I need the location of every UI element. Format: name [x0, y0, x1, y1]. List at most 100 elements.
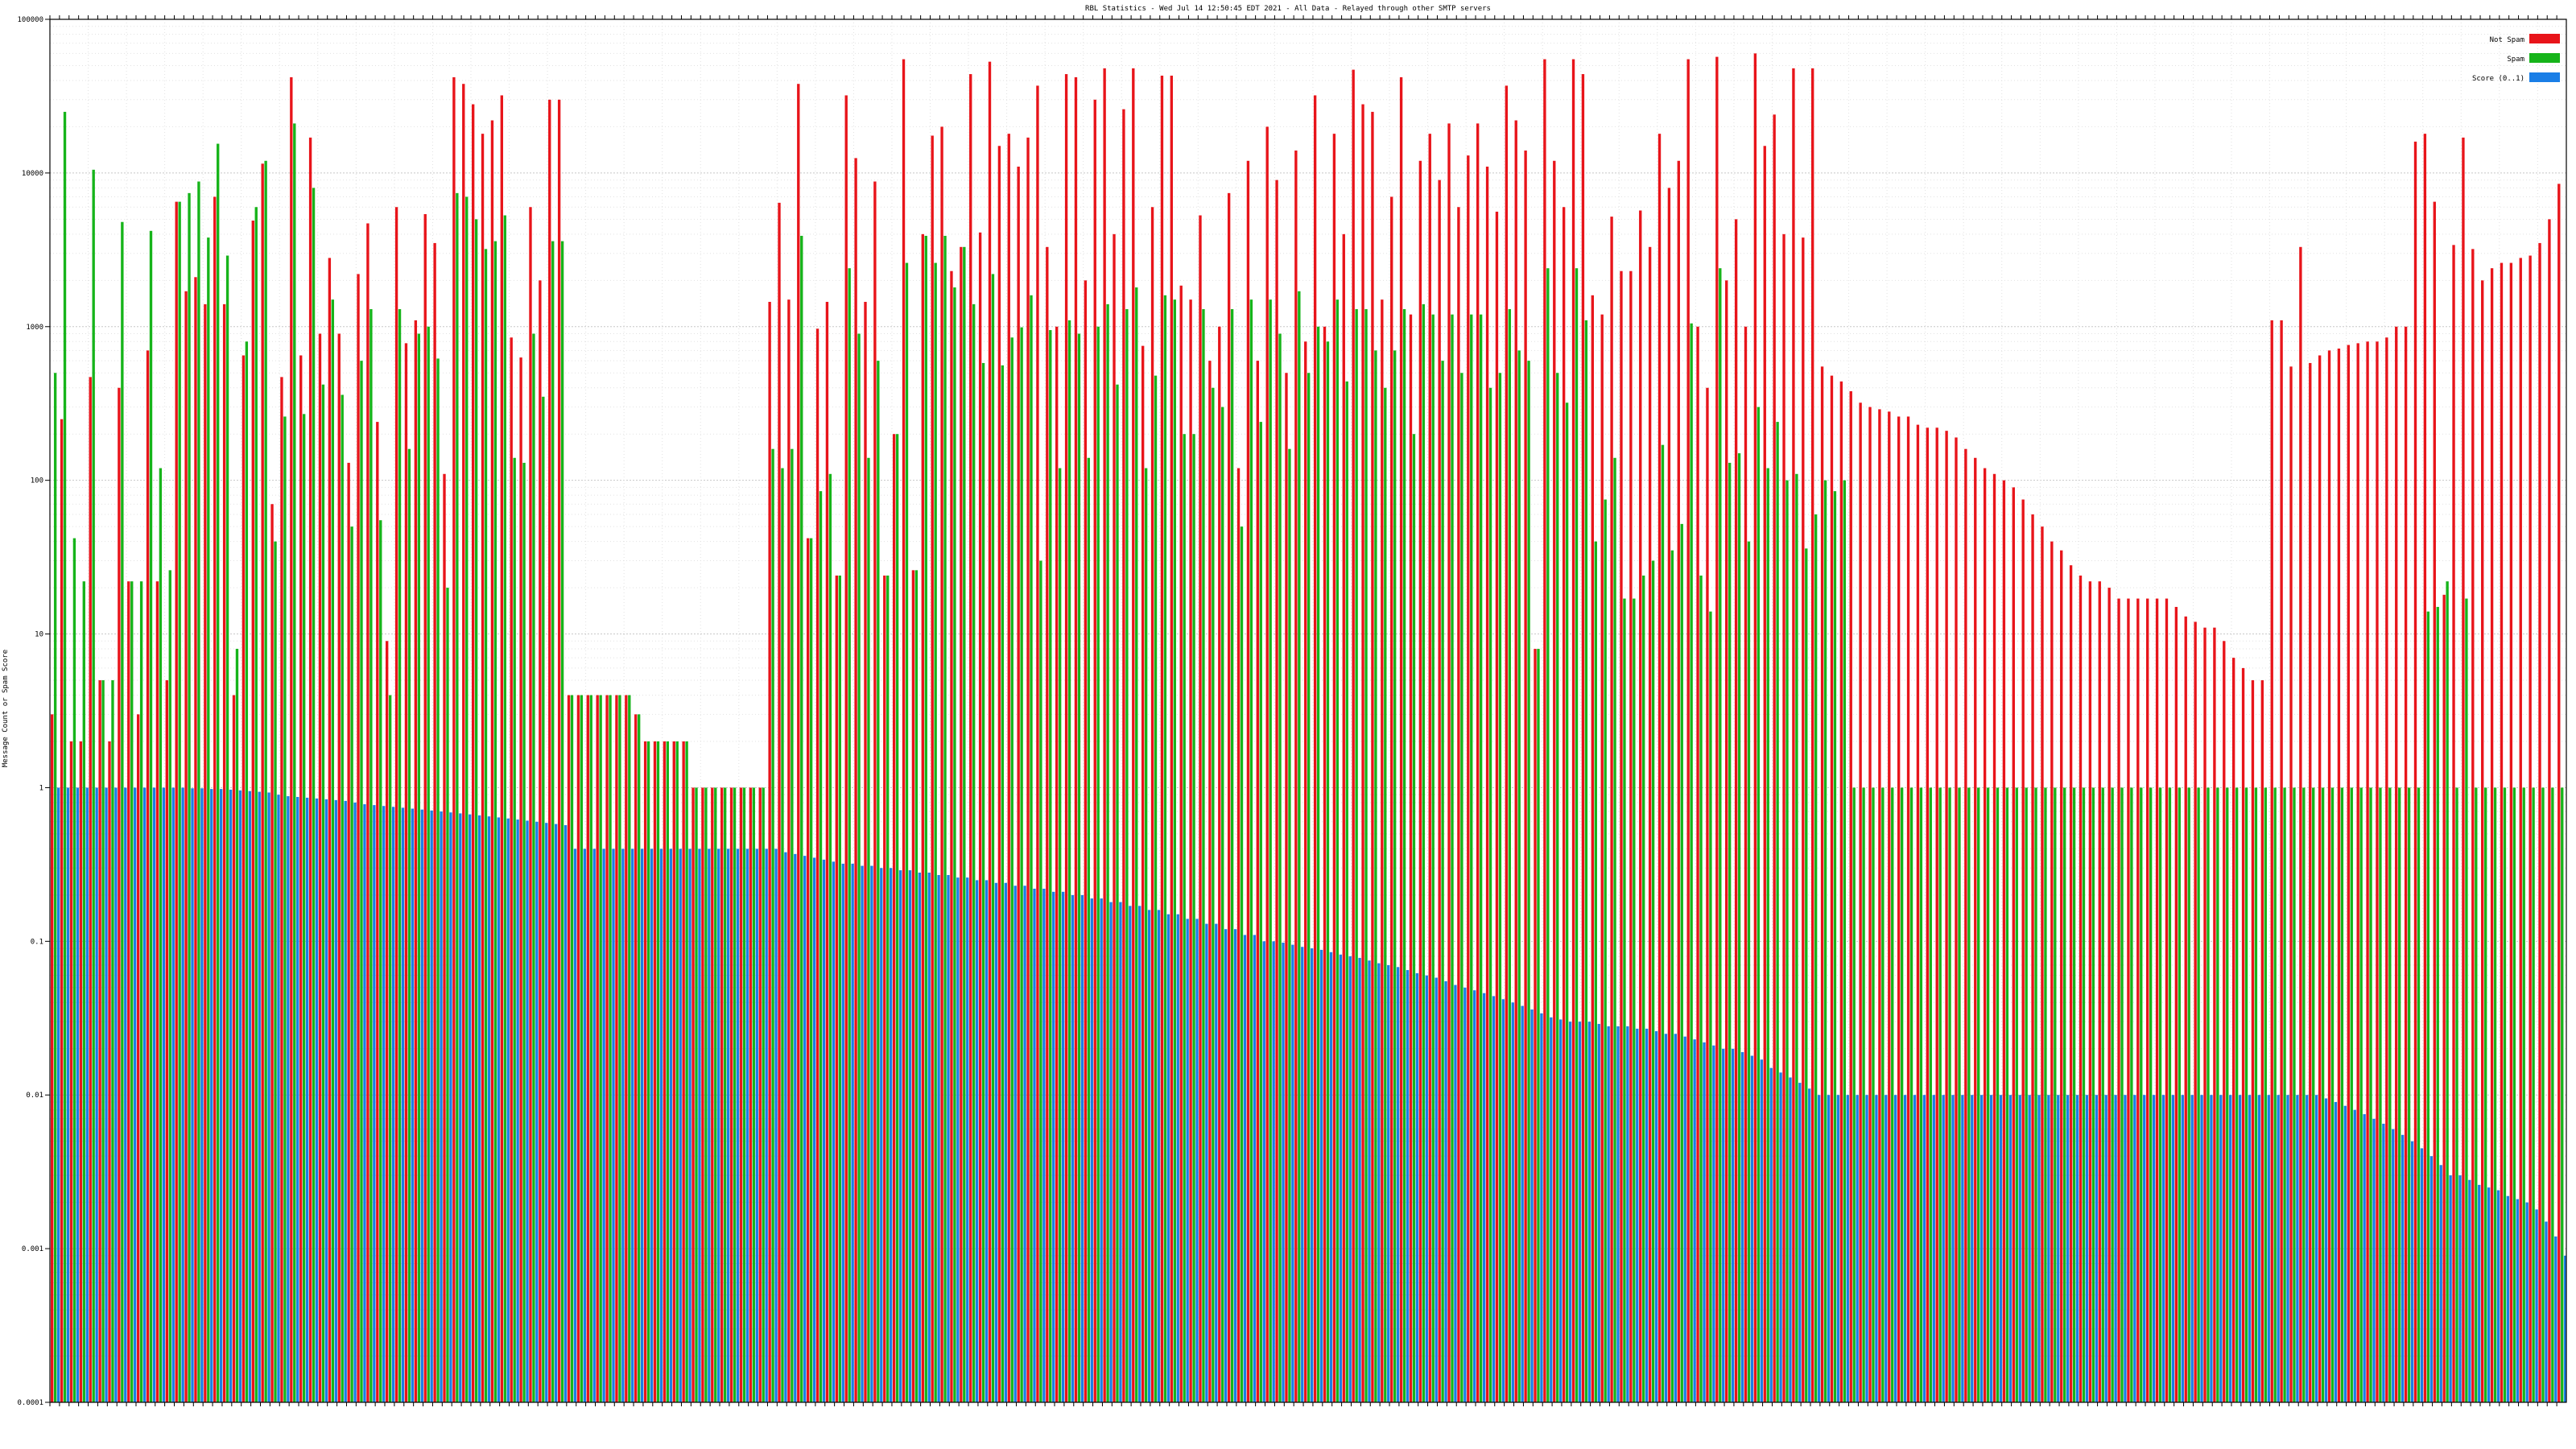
not-spam-bar [1744, 326, 1748, 1402]
not-spam-bar [1017, 166, 1020, 1402]
spam-bar [1690, 323, 1693, 1403]
not-spam-bar [2127, 598, 2130, 1402]
spam-bar [1766, 468, 1769, 1403]
not-spam-bar [2452, 245, 2455, 1403]
not-spam-bar [1495, 211, 1499, 1402]
not-spam-bar [1447, 123, 1451, 1402]
score-bar [545, 823, 548, 1402]
score-bar [1243, 935, 1247, 1402]
score-bar [1387, 964, 1390, 1402]
not-spam-bar [1476, 123, 1480, 1402]
not-spam-bar [605, 695, 609, 1402]
score-bar [1875, 1095, 1878, 1402]
spam-bar [2455, 787, 2458, 1402]
spam-bar [714, 787, 717, 1402]
score-bar [1454, 985, 1457, 1402]
score-bar [373, 805, 376, 1402]
score-bar [975, 880, 979, 1402]
score-bar [1683, 1036, 1686, 1402]
spam-bar [341, 394, 344, 1402]
score-bar [2124, 1095, 2127, 1402]
score-bar [1521, 1005, 1524, 1402]
spam-bar [1154, 375, 1158, 1403]
not-spam-bar [596, 695, 599, 1402]
spam-bar [293, 123, 296, 1402]
score-bar [765, 848, 768, 1402]
score-bar [1597, 1023, 1600, 1402]
spam-bar [1058, 468, 1062, 1403]
not-spam-bar [146, 350, 150, 1403]
not-spam-bar [1945, 431, 1948, 1402]
spam-bar [704, 787, 708, 1402]
not-spam-bar [270, 504, 274, 1402]
not-spam-bar [1026, 137, 1030, 1403]
spam-bar [1795, 473, 1798, 1402]
not-spam-bar [386, 641, 389, 1402]
not-spam-bar [1390, 196, 1393, 1402]
legend-swatch [2529, 53, 2560, 63]
spam-bar [1498, 373, 1502, 1402]
score-bar [1071, 894, 1075, 1402]
not-spam-bar [1132, 68, 1135, 1402]
not-spam-bar [519, 357, 522, 1403]
spam-bar [1096, 326, 1100, 1402]
score-bar [832, 861, 836, 1402]
spam-bar [1183, 434, 1186, 1402]
score-bar [1865, 1095, 1868, 1402]
score-bar [2257, 1095, 2261, 1402]
not-spam-bar [778, 202, 781, 1403]
score-bar [1319, 949, 1323, 1402]
not-spam-bar [2194, 621, 2197, 1402]
score-bar [1129, 906, 1132, 1402]
spam-bar [1488, 387, 1492, 1402]
spam-bar [1680, 523, 1683, 1403]
not-spam-bar [720, 787, 724, 1402]
not-spam-bar [2002, 480, 2006, 1402]
not-spam-bar [1485, 166, 1489, 1402]
not-spam-bar [2356, 343, 2359, 1402]
spam-bar [666, 741, 670, 1402]
score-bar [344, 800, 347, 1402]
not-spam-bar [931, 135, 934, 1403]
spam-bar [2063, 787, 2066, 1402]
score-bar [2047, 1095, 2050, 1402]
not-spam-bar [1926, 427, 1930, 1402]
score-bar [890, 868, 893, 1402]
not-spam-bar [2347, 345, 2350, 1402]
not-spam-bar [2251, 680, 2255, 1402]
spam-bar [1996, 787, 2000, 1402]
not-spam-bar [1189, 299, 1192, 1402]
score-bar [1090, 898, 1093, 1402]
not-spam-bar [108, 741, 111, 1402]
spam-bar [1431, 314, 1435, 1402]
not-spam-bar [1428, 134, 1431, 1403]
not-spam-bar [2471, 249, 2475, 1403]
spam-bar [245, 341, 249, 1402]
score-bar [2238, 1095, 2242, 1402]
spam-bar [456, 192, 459, 1403]
score-bar [1616, 1026, 1620, 1402]
not-spam-bar [2241, 667, 2245, 1402]
score-bar [334, 799, 337, 1402]
not-spam-bar [1246, 160, 1250, 1403]
not-spam-bar [308, 137, 312, 1403]
not-spam-bar [529, 207, 532, 1403]
score-bar [2382, 1123, 2385, 1402]
not-spam-bar [89, 377, 92, 1403]
spam-bar [646, 741, 650, 1402]
spam-bar [628, 695, 631, 1402]
score-bar [1301, 947, 1304, 1402]
score-bar [612, 848, 615, 1402]
score-bar [1769, 1067, 1773, 1402]
spam-bar [570, 695, 574, 1402]
spam-bar [1307, 373, 1311, 1402]
spam-bar [1517, 350, 1521, 1403]
spam-bar [1623, 598, 1626, 1402]
not-spam-bar [1381, 299, 1384, 1402]
score-bar [277, 795, 280, 1402]
spam-bar [809, 538, 813, 1402]
not-spam-bar [768, 301, 771, 1403]
not-spam-bar [1553, 160, 1556, 1403]
spam-bar [2091, 787, 2095, 1402]
